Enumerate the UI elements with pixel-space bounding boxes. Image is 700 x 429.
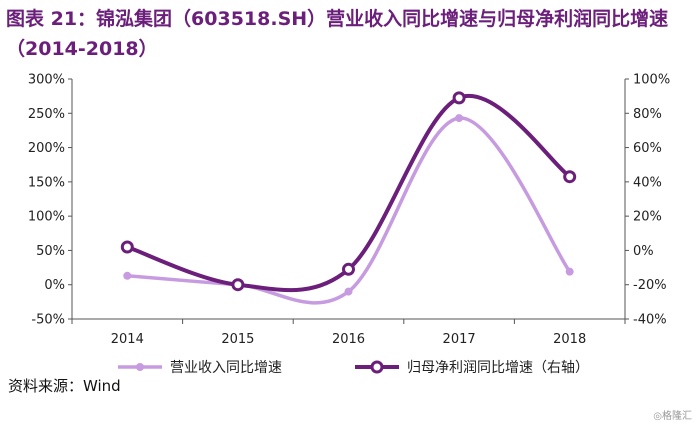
left-tick-label: -50% [31, 313, 65, 328]
series-2-point [342, 262, 355, 276]
legend-label-2: 归母净利润同比增速（右轴） [407, 359, 589, 376]
series-2-point [563, 170, 577, 184]
legend-marker-1 [136, 363, 144, 371]
series-line-2 [125, 93, 572, 293]
x-tick-label: 2015 [221, 332, 254, 347]
series-1-point [565, 267, 574, 276]
right-tick-label: 20% [633, 210, 662, 225]
series-2-point [452, 91, 466, 105]
series-2-point [120, 240, 134, 254]
chart-title: 图表 21：锦泓集团（603518.SH）营业收入同比增速与归母净利润同比增速 … [6, 4, 696, 64]
source-note: 资料来源：Wind [8, 377, 121, 395]
x-tick-label: 2017 [443, 332, 476, 347]
x-tick-label: 2014 [111, 332, 144, 347]
series-2-point [231, 278, 245, 292]
left-tick-label: 100% [28, 210, 65, 225]
left-tick-label: 250% [28, 107, 65, 122]
right-tick-label: -40% [633, 313, 667, 328]
series-1-point [344, 287, 353, 296]
chart-title-line1: 图表 21：锦泓集团（603518.SH）营业收入同比增速与归母净利润同比增速 [6, 8, 669, 30]
series-1-point [455, 114, 464, 123]
right-tick-label: 60% [633, 141, 662, 156]
left-tick-label: 0% [44, 278, 65, 293]
right-tick-label: -20% [633, 278, 667, 293]
right-tick-label: 40% [633, 175, 662, 190]
chart-title-line2: （2014-2018） [6, 38, 158, 60]
left-tick-label: 150% [28, 175, 65, 190]
right-tick-label: 80% [633, 107, 662, 122]
right-tick-label: 0% [633, 244, 654, 259]
x-tick-label: 2016 [332, 332, 365, 347]
watermark: ◎格隆汇 [653, 411, 692, 422]
x-tick-label: 2018 [553, 332, 586, 347]
series-1-point [123, 271, 132, 280]
left-tick-label: 200% [28, 141, 65, 156]
left-tick-label: 300% [28, 73, 65, 88]
left-tick-label: 50% [36, 244, 65, 259]
legend-label-1: 营业收入同比增速 [170, 360, 282, 376]
right-tick-label: 100% [633, 73, 670, 88]
legend-marker-2 [370, 360, 384, 374]
